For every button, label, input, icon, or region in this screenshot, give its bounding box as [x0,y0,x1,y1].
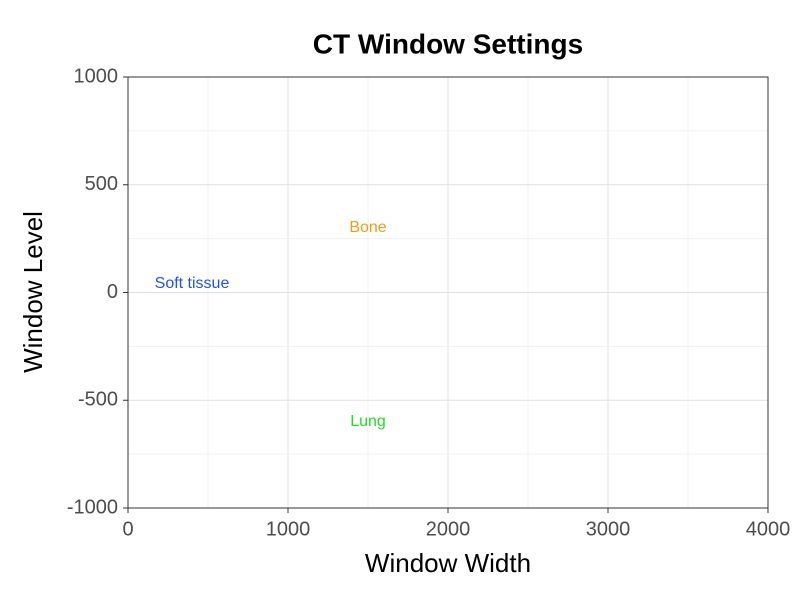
y-tick-label: 1000 [74,65,119,87]
y-axis-label: Window Level [18,211,48,373]
y-tick-label: 0 [107,281,118,303]
y-tick-label: -1000 [67,496,118,518]
y-tick-label: -500 [78,389,118,411]
x-tick-label: 1000 [266,518,311,540]
x-tick-label: 2000 [426,518,471,540]
x-axis-label: Window Width [365,548,531,578]
point-label: Bone [349,219,386,236]
x-tick-label: 4000 [746,518,791,540]
point-label: Soft tissue [155,275,230,292]
point-label: Lung [350,413,386,430]
y-tick-label: 500 [85,173,118,195]
x-tick-label: 3000 [586,518,631,540]
x-tick-label: 0 [122,518,133,540]
chart-title: CT Window Settings [313,28,583,59]
